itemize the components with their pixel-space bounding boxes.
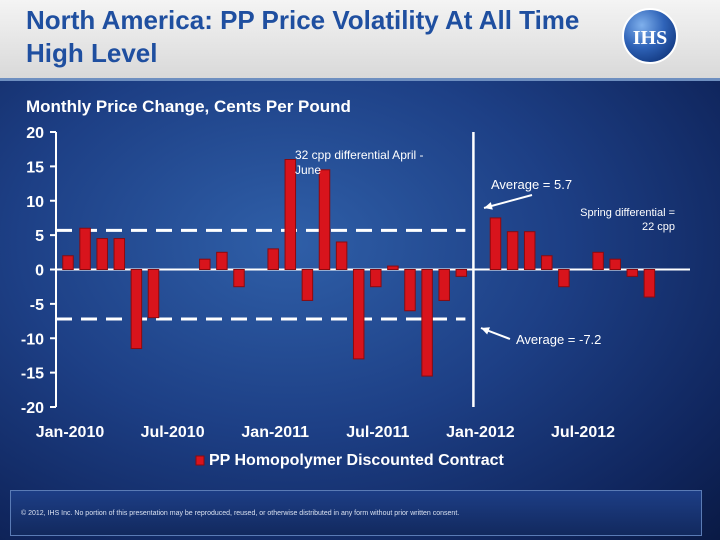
bar: [404, 269, 416, 312]
bar: [387, 265, 399, 270]
bar: [113, 238, 126, 270]
bar: [523, 231, 536, 270]
bar: [558, 269, 570, 288]
bar: [370, 269, 382, 288]
x-tick-label: Jul-2011: [346, 424, 409, 441]
ihs-logo: IHS: [622, 8, 678, 64]
footer-bar: © 2012, IHS Inc. No portion of this pres…: [10, 490, 702, 536]
bar: [130, 269, 143, 350]
average-arrowhead: [484, 202, 493, 210]
header-bar: North America: PP Price Volatility At Al…: [0, 0, 720, 81]
slide-title: North America: PP Price Volatility At Al…: [26, 5, 580, 68]
legend-swatch: [195, 455, 205, 466]
bar: [96, 238, 108, 270]
y-tick-label: -5: [30, 297, 44, 314]
bar: [626, 269, 639, 277]
average-label: Average = 5.7: [491, 177, 572, 192]
bar: [352, 269, 365, 360]
bar: [506, 231, 519, 270]
bar: [541, 255, 553, 270]
bar: [233, 269, 245, 288]
copyright-text: © 2012, IHS Inc. No portion of this pres…: [21, 510, 460, 517]
y-tick-label: 15: [26, 159, 44, 176]
y-tick-label: -15: [21, 366, 44, 383]
chart-subtitle: Monthly Price Change, Cents Per Pound: [26, 97, 351, 116]
y-tick-label: 5: [35, 228, 44, 245]
bar: [318, 169, 331, 270]
bar: [643, 269, 656, 298]
bar: [199, 258, 211, 270]
x-tick-label: Jul-2012: [551, 424, 615, 441]
bar: [216, 251, 228, 270]
bar: [592, 251, 604, 270]
x-tick-label: Jan-2010: [36, 424, 105, 441]
y-tick-label: -20: [21, 400, 44, 417]
y-tick-label: 10: [26, 194, 44, 211]
average-label: Average = -7.2: [516, 332, 601, 347]
bar: [284, 159, 297, 270]
bar: [267, 248, 279, 270]
y-tick-label: 20: [26, 125, 44, 142]
average-arrowhead: [481, 327, 490, 335]
bar: [489, 217, 502, 270]
y-tick-label: 0: [35, 263, 44, 280]
annotation-april-june: 32 cpp differential April -June: [295, 148, 424, 177]
bar: [335, 241, 348, 270]
bar: [79, 227, 91, 270]
bar: [301, 269, 314, 301]
bar: [147, 269, 160, 319]
y-tick-label: -10: [21, 331, 44, 348]
x-tick-label: Jan-2011: [241, 424, 309, 441]
chart: 20 15 10 5 0 -5 -10 -15 -20 Jan-2010 Jul-2010 Jan-2…: [21, 125, 690, 469]
logo-text: IHS: [633, 27, 667, 49]
x-tick-label: Jul-2010: [141, 424, 205, 441]
bar: [455, 269, 468, 277]
bar: [609, 258, 621, 270]
legend-label: PP Homopolymer Discounted Contract: [209, 452, 505, 469]
bar: [421, 269, 433, 377]
average-arrow: [483, 194, 533, 209]
bar: [438, 269, 450, 301]
annotation-spring-differential: Spring differential = 22 cpp: [580, 207, 675, 233]
bar: [62, 255, 74, 270]
x-tick-label: Jan-2012: [446, 424, 515, 441]
